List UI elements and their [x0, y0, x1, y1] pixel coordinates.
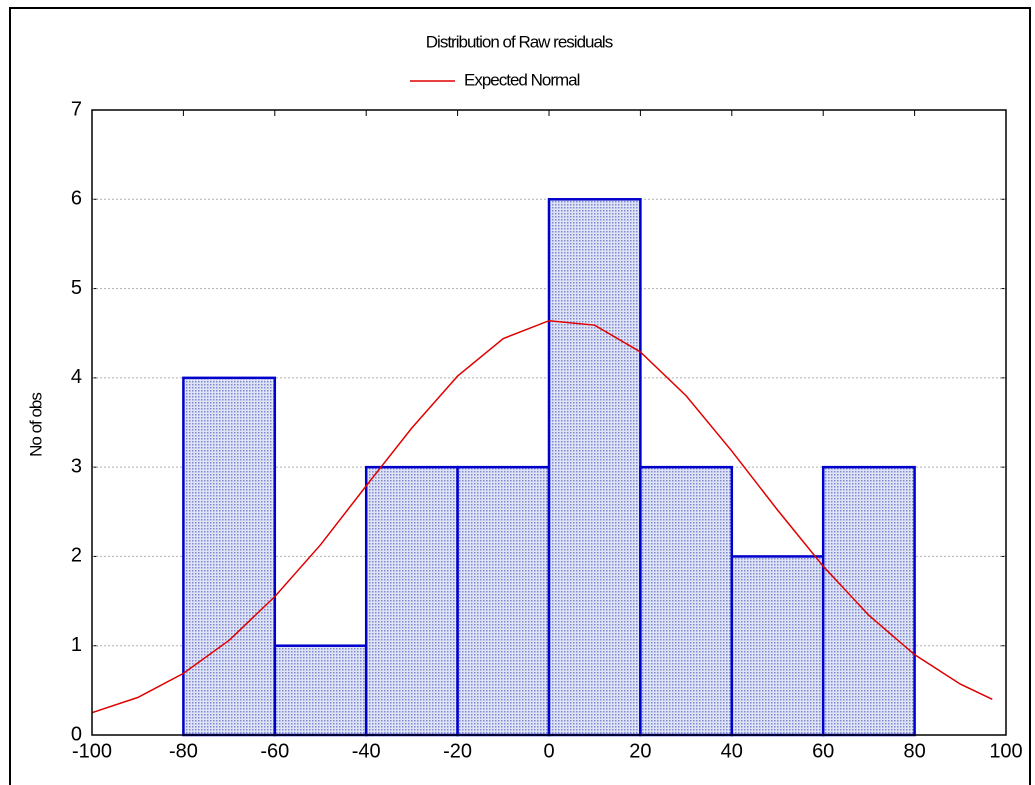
x-tick-label: 100 — [989, 740, 1022, 762]
x-tick-label: 80 — [903, 740, 925, 762]
y-tick-label: 1 — [71, 634, 82, 656]
x-tick-label: 60 — [812, 740, 834, 762]
normal-curve — [91, 319, 993, 714]
bar — [456, 465, 551, 737]
bar — [821, 465, 916, 737]
y-tick-label: 0 — [71, 723, 82, 745]
x-tick-label: 40 — [721, 740, 743, 762]
x-tick-label: -60 — [260, 740, 289, 762]
x-tick-label: -40 — [352, 740, 381, 762]
outer-frame — [9, 7, 1031, 785]
x-tick-label: -80 — [169, 740, 198, 762]
y-tick-label: 4 — [71, 366, 82, 388]
bar — [730, 555, 825, 737]
x-tick-label: -100 — [72, 740, 112, 762]
bar — [547, 198, 642, 737]
x-tick-label: -20 — [443, 740, 472, 762]
y-tick-label: 2 — [71, 545, 82, 567]
chart-title: Distribution of Raw residuals — [426, 32, 613, 51]
x-tick-label: 20 — [629, 740, 651, 762]
x-tick-label: 0 — [543, 740, 554, 762]
y-tick-label: 5 — [71, 277, 82, 299]
y-axis-label: No of obs — [26, 393, 45, 457]
y-tick-label: 6 — [71, 188, 82, 210]
bar — [182, 376, 277, 737]
plot-frame — [91, 109, 1007, 736]
bar — [639, 465, 734, 737]
legend-label: Expected Normal — [464, 70, 580, 89]
y-tick-label: 3 — [71, 455, 82, 477]
bar — [273, 644, 368, 737]
y-tick-label: 7 — [71, 98, 82, 120]
bar — [364, 465, 459, 737]
